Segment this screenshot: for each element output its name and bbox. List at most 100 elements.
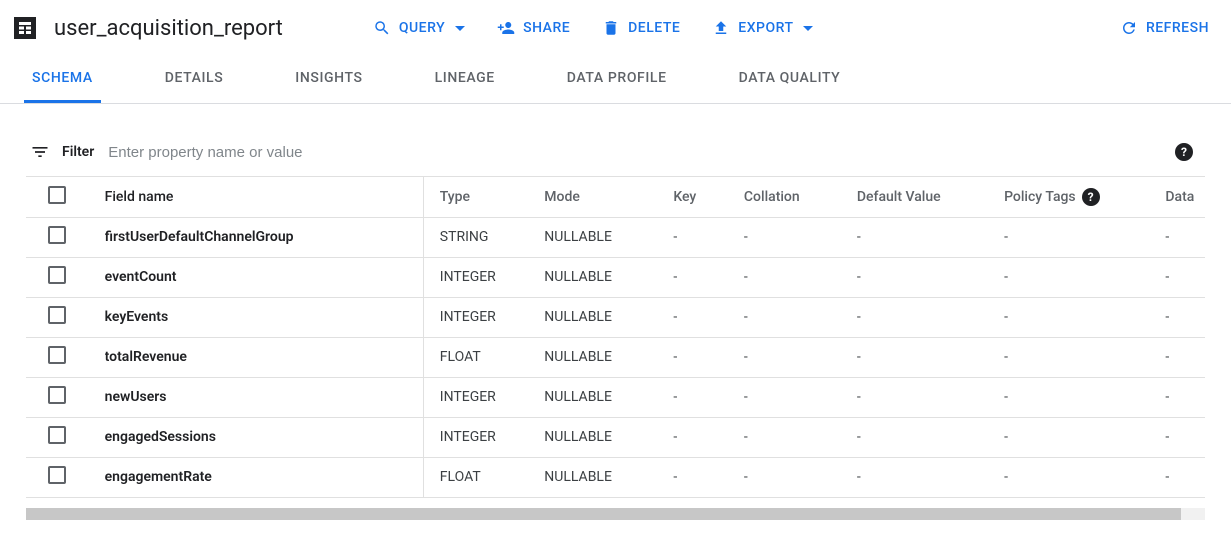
- cell-field-name: totalRevenue: [105, 337, 424, 377]
- table-row: eventCountINTEGERNULLABLE-----: [26, 257, 1205, 297]
- cell-collation: -: [744, 217, 857, 257]
- col-collation: Collation: [744, 177, 857, 217]
- cell-tags: -: [1004, 257, 1165, 297]
- export-icon: [712, 19, 730, 37]
- row-checkbox[interactable]: [48, 466, 66, 484]
- export-label: EXPORT: [738, 20, 793, 36]
- help-icon[interactable]: ?: [1175, 143, 1193, 161]
- search-icon: [373, 19, 391, 37]
- refresh-label: REFRESH: [1146, 20, 1209, 36]
- tab-schema[interactable]: SCHEMA: [24, 55, 101, 103]
- cell-default: -: [857, 257, 1004, 297]
- cell-key: -: [673, 457, 744, 497]
- cell-collation: -: [744, 337, 857, 377]
- schema-panel: Filter ? Field name Type Mode Key Collat…: [0, 104, 1231, 520]
- cell-tags: -: [1004, 377, 1165, 417]
- cell-mode: NULLABLE: [544, 217, 673, 257]
- table-row: newUsersINTEGERNULLABLE-----: [26, 377, 1205, 417]
- row-checkbox[interactable]: [48, 306, 66, 324]
- filter-input[interactable]: [106, 143, 1163, 162]
- cell-collation: -: [744, 417, 857, 457]
- row-checkbox[interactable]: [48, 426, 66, 444]
- cell-default: -: [857, 297, 1004, 337]
- cell-mode: NULLABLE: [544, 417, 673, 457]
- cell-collation: -: [744, 457, 857, 497]
- schema-table: Field name Type Mode Key Collation Defau…: [26, 176, 1205, 498]
- col-default: Default Value: [857, 177, 1004, 217]
- filter-bar: Filter ?: [26, 128, 1205, 176]
- cell-type: INTEGER: [423, 257, 544, 297]
- cell-default: -: [857, 417, 1004, 457]
- row-checkbox[interactable]: [48, 346, 66, 364]
- help-icon[interactable]: ?: [1082, 188, 1100, 206]
- cell-key: -: [673, 297, 744, 337]
- query-label: QUERY: [399, 20, 445, 36]
- scrollbar-thumb[interactable]: [26, 508, 1181, 520]
- query-button[interactable]: QUERY: [361, 13, 477, 43]
- toolbar: QUERY SHARE DELETE EXPORT: [361, 13, 826, 43]
- cell-type: STRING: [423, 217, 544, 257]
- cell-field-name: engagedSessions: [105, 417, 424, 457]
- chevron-down-icon: [455, 26, 465, 31]
- cell-type: FLOAT: [423, 337, 544, 377]
- select-all-checkbox[interactable]: [48, 186, 66, 204]
- table-header-row: Field name Type Mode Key Collation Defau…: [26, 177, 1205, 217]
- cell-data: -: [1165, 417, 1205, 457]
- tab-details[interactable]: DETAILS: [157, 55, 232, 103]
- cell-field-name: keyEvents: [105, 297, 424, 337]
- cell-field-name: newUsers: [105, 377, 424, 417]
- cell-type: INTEGER: [423, 377, 544, 417]
- cell-key: -: [673, 257, 744, 297]
- col-type: Type: [423, 177, 544, 217]
- cell-tags: -: [1004, 297, 1165, 337]
- export-button[interactable]: EXPORT: [700, 13, 825, 43]
- table-row: firstUserDefaultChannelGroupSTRINGNULLAB…: [26, 217, 1205, 257]
- cell-data: -: [1165, 457, 1205, 497]
- cell-type: FLOAT: [423, 457, 544, 497]
- cell-type: INTEGER: [423, 417, 544, 457]
- col-mode: Mode: [544, 177, 673, 217]
- cell-key: -: [673, 377, 744, 417]
- cell-mode: NULLABLE: [544, 457, 673, 497]
- cell-data: -: [1165, 257, 1205, 297]
- table-row: engagementRateFLOATNULLABLE-----: [26, 457, 1205, 497]
- cell-tags: -: [1004, 337, 1165, 377]
- refresh-icon: [1120, 19, 1138, 37]
- cell-data: -: [1165, 297, 1205, 337]
- cell-key: -: [673, 417, 744, 457]
- page-header: user_acquisition_report QUERY SHARE DELE…: [0, 0, 1231, 56]
- row-checkbox[interactable]: [48, 386, 66, 404]
- tab-data-profile[interactable]: DATA PROFILE: [559, 55, 675, 103]
- row-checkbox[interactable]: [48, 266, 66, 284]
- share-button[interactable]: SHARE: [485, 13, 582, 43]
- col-policy-tags: Policy Tags ?: [1004, 177, 1165, 217]
- col-field-name: Field name: [105, 177, 424, 217]
- cell-default: -: [857, 337, 1004, 377]
- tabs: SCHEMA DETAILS INSIGHTS LINEAGE DATA PRO…: [0, 56, 1231, 104]
- policy-tags-label: Policy Tags: [1004, 189, 1076, 205]
- refresh-button[interactable]: REFRESH: [1108, 13, 1221, 43]
- cell-data: -: [1165, 377, 1205, 417]
- cell-tags: -: [1004, 417, 1165, 457]
- cell-field-name: firstUserDefaultChannelGroup: [105, 217, 424, 257]
- table-row: engagedSessionsINTEGERNULLABLE-----: [26, 417, 1205, 457]
- cell-field-name: engagementRate: [105, 457, 424, 497]
- tab-data-quality[interactable]: DATA QUALITY: [731, 55, 849, 103]
- delete-label: DELETE: [628, 20, 680, 36]
- tab-lineage[interactable]: LINEAGE: [427, 55, 503, 103]
- cell-key: -: [673, 337, 744, 377]
- row-checkbox[interactable]: [48, 226, 66, 244]
- table-row: keyEventsINTEGERNULLABLE-----: [26, 297, 1205, 337]
- table-icon: [14, 17, 36, 39]
- cell-field-name: eventCount: [105, 257, 424, 297]
- filter-icon: [30, 142, 50, 162]
- cell-tags: -: [1004, 457, 1165, 497]
- cell-mode: NULLABLE: [544, 257, 673, 297]
- cell-collation: -: [744, 377, 857, 417]
- person-add-icon: [497, 19, 515, 37]
- table-row: totalRevenueFLOATNULLABLE-----: [26, 337, 1205, 377]
- horizontal-scrollbar[interactable]: [26, 508, 1205, 520]
- tab-insights[interactable]: INSIGHTS: [287, 55, 370, 103]
- delete-button[interactable]: DELETE: [590, 13, 692, 43]
- cell-collation: -: [744, 297, 857, 337]
